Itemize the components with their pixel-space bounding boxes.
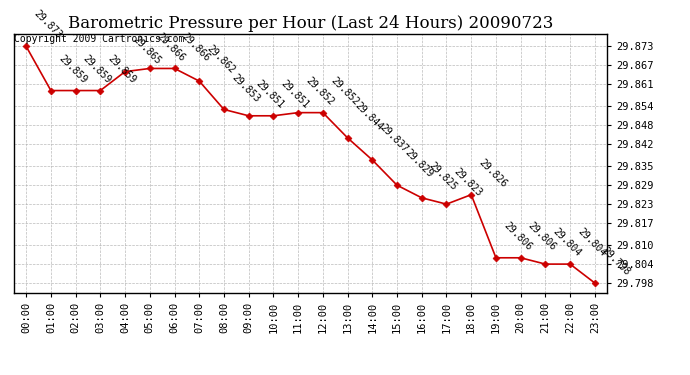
Text: Copyright 2009 Cartronics.com: Copyright 2009 Cartronics.com (14, 34, 184, 44)
Text: 29.851: 29.851 (279, 78, 311, 110)
Text: 29.852: 29.852 (304, 75, 336, 107)
Text: 29.804: 29.804 (551, 226, 583, 258)
Text: 29.806: 29.806 (526, 220, 558, 252)
Text: 29.851: 29.851 (254, 78, 286, 110)
Text: 29.798: 29.798 (600, 246, 633, 278)
Text: 29.829: 29.829 (402, 148, 435, 180)
Text: 29.859: 29.859 (106, 53, 138, 85)
Text: 29.862: 29.862 (205, 44, 237, 75)
Text: 29.866: 29.866 (180, 31, 212, 63)
Text: 29.853: 29.853 (230, 72, 262, 104)
Text: 29.826: 29.826 (477, 157, 509, 189)
Text: 29.865: 29.865 (130, 34, 163, 66)
Text: 29.806: 29.806 (502, 220, 533, 252)
Text: 29.873: 29.873 (32, 9, 63, 41)
Text: 29.844: 29.844 (353, 100, 385, 132)
Text: 29.837: 29.837 (378, 122, 410, 154)
Text: 29.859: 29.859 (81, 53, 113, 85)
Title: Barometric Pressure per Hour (Last 24 Hours) 20090723: Barometric Pressure per Hour (Last 24 Ho… (68, 15, 553, 32)
Text: 29.804: 29.804 (575, 226, 608, 258)
Text: 29.825: 29.825 (427, 160, 460, 192)
Text: 29.823: 29.823 (452, 166, 484, 199)
Text: 29.859: 29.859 (57, 53, 88, 85)
Text: 29.852: 29.852 (328, 75, 360, 107)
Text: 29.866: 29.866 (155, 31, 188, 63)
